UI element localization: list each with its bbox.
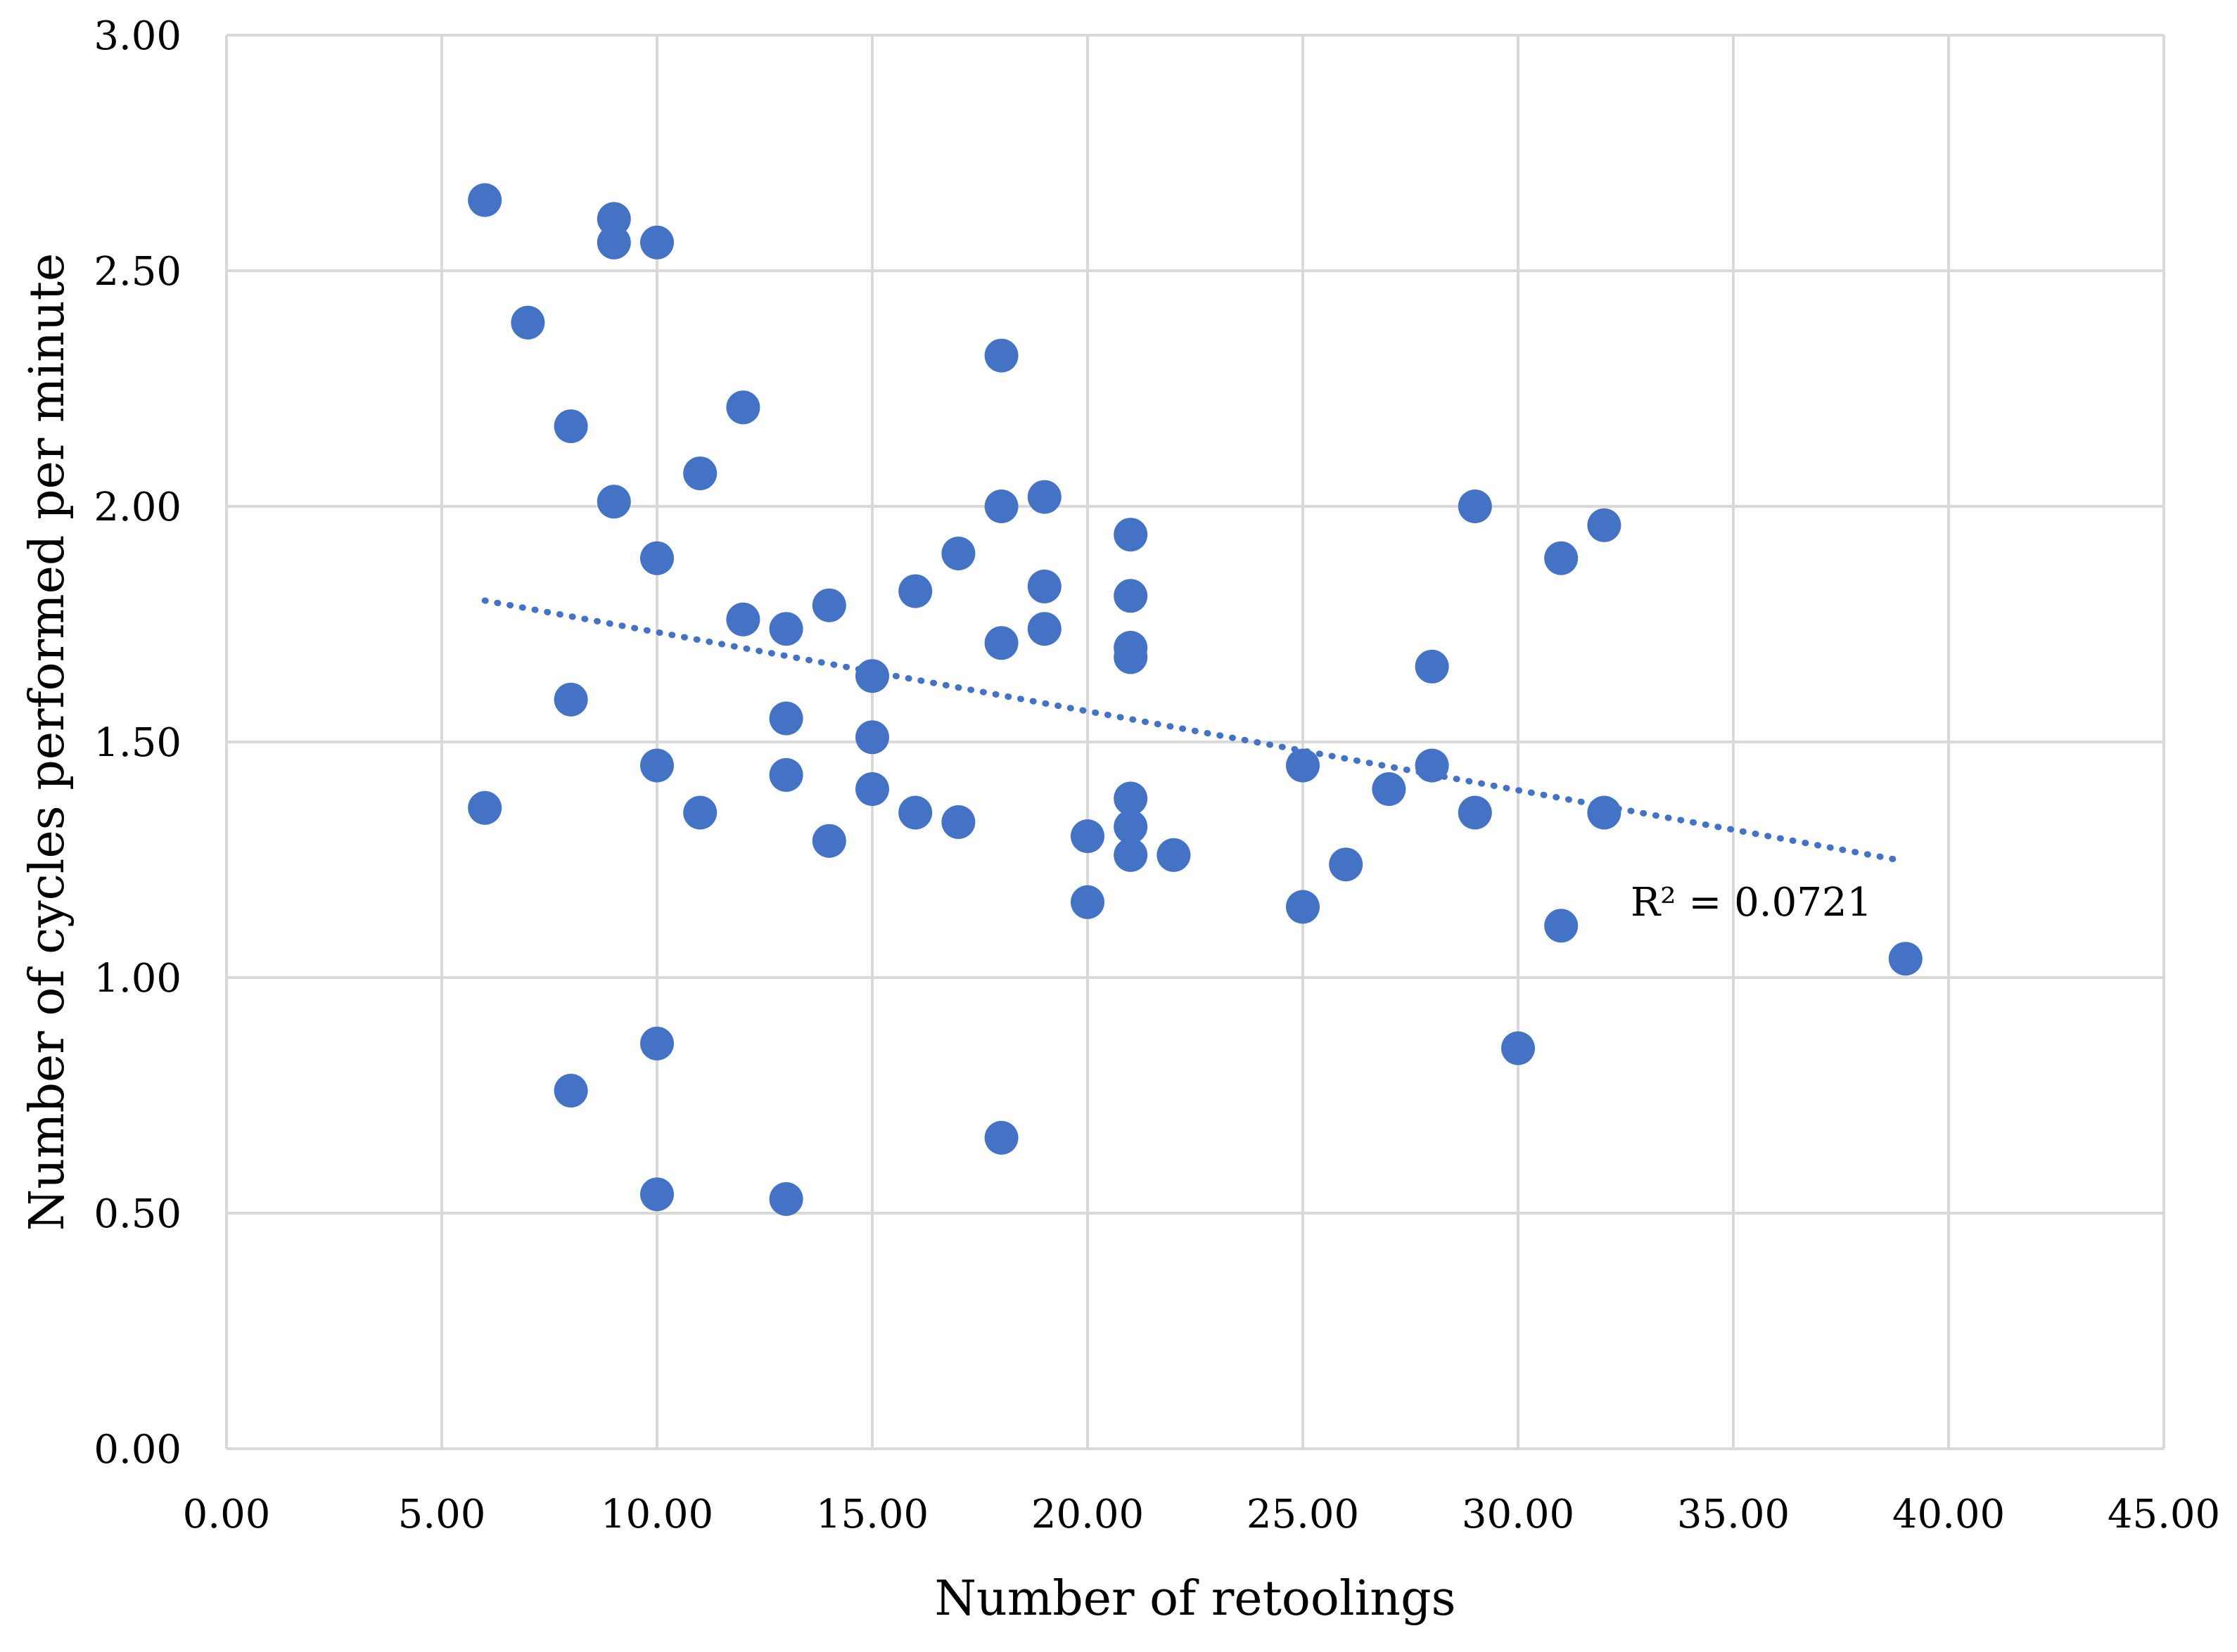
- data-point: [812, 824, 846, 858]
- grid: [225, 34, 2165, 1450]
- data-point: [1027, 569, 1062, 603]
- data-point: [1027, 480, 1062, 514]
- data-point: [1329, 847, 1363, 882]
- data-point: [640, 748, 674, 783]
- data-point: [1458, 489, 1492, 523]
- x-tick-label: 25.00: [1247, 1492, 1359, 1537]
- x-tick-label: 20.00: [1031, 1492, 1144, 1537]
- x-tick-label: 35.00: [1677, 1492, 1790, 1537]
- data-point: [769, 1182, 803, 1216]
- x-tick-label: 0.00: [183, 1492, 271, 1537]
- data-point: [855, 720, 889, 755]
- data-point: [726, 602, 760, 636]
- data-point: [1027, 612, 1062, 646]
- data-point: [1458, 795, 1492, 830]
- y-axis-tick-labels: 0.00 0.50 1.00 1.50 2.00 2.50 3.00: [94, 13, 181, 1473]
- data-point: [1501, 1031, 1535, 1065]
- x-tick-label: 30.00: [1462, 1492, 1574, 1537]
- data-point: [468, 183, 502, 217]
- data-point: [1114, 781, 1148, 816]
- data-point: [941, 805, 976, 839]
- data-point: [554, 1073, 588, 1108]
- data-point: [984, 489, 1019, 523]
- data-point: [597, 202, 631, 236]
- data-point: [855, 772, 889, 806]
- data-point: [1888, 942, 1923, 976]
- data-point: [554, 682, 588, 717]
- data-point: [1071, 885, 1104, 919]
- data-point: [1415, 748, 1449, 783]
- data-point: [1286, 748, 1320, 783]
- data-point: [1114, 579, 1148, 613]
- data-point: [640, 225, 674, 260]
- x-tick-label: 40.00: [1892, 1492, 2005, 1537]
- data-point: [1587, 508, 1621, 542]
- x-axis-title: Number of retoolings: [934, 1571, 1455, 1627]
- y-tick-label: 1.50: [94, 720, 181, 766]
- data-point: [1415, 649, 1449, 684]
- data-point: [1114, 809, 1148, 844]
- x-tick-label: 5.00: [398, 1492, 486, 1537]
- data-points: [468, 183, 1923, 1216]
- data-point: [683, 795, 718, 830]
- x-tick-label: 15.00: [816, 1492, 929, 1537]
- data-point: [726, 390, 760, 425]
- data-point: [554, 409, 588, 444]
- data-point: [468, 790, 502, 825]
- x-tick-label: 10.00: [601, 1492, 713, 1537]
- data-point: [1114, 838, 1148, 872]
- data-point: [984, 1120, 1019, 1155]
- data-point: [898, 795, 933, 830]
- x-axis-tick-labels: 0.00 5.00 10.00 15.00 20.00 25.00 30.00 35.00 40…: [183, 1492, 2221, 1537]
- data-point: [769, 701, 803, 736]
- trendline-group: [481, 597, 1901, 863]
- data-point: [769, 612, 803, 646]
- data-point: [511, 305, 545, 340]
- data-point: [683, 456, 718, 491]
- trendline: [481, 597, 1901, 863]
- x-tick-label: 45.00: [2108, 1492, 2220, 1537]
- y-axis-title: Number of cycles performed per minute: [20, 253, 75, 1231]
- y-tick-label: 3.00: [94, 13, 181, 59]
- data-point: [941, 537, 976, 570]
- data-point: [640, 541, 674, 575]
- y-tick-label: 1.00: [94, 956, 181, 1001]
- data-point: [984, 338, 1019, 373]
- data-point: [984, 626, 1019, 660]
- data-point: [640, 1177, 674, 1212]
- data-point: [1286, 890, 1320, 924]
- data-point: [1156, 838, 1191, 872]
- data-point: [1372, 772, 1406, 806]
- data-point: [640, 1026, 674, 1061]
- data-point: [812, 588, 846, 622]
- data-point: [1114, 518, 1148, 552]
- data-point: [597, 485, 631, 519]
- data-point: [1544, 541, 1579, 575]
- data-point: [597, 225, 631, 260]
- data-point: [1544, 909, 1579, 943]
- y-tick-label: 2.50: [94, 249, 181, 295]
- r-squared-label: R² = 0.0721: [1631, 880, 1872, 926]
- data-point: [769, 757, 803, 792]
- y-tick-label: 0.00: [94, 1427, 181, 1473]
- data-point: [1071, 819, 1104, 853]
- y-tick-label: 2.00: [94, 485, 181, 530]
- data-point: [1114, 640, 1148, 674]
- data-point: [898, 574, 933, 608]
- data-point: [855, 659, 889, 693]
- data-point: [1587, 795, 1621, 830]
- y-tick-label: 0.50: [94, 1191, 181, 1237]
